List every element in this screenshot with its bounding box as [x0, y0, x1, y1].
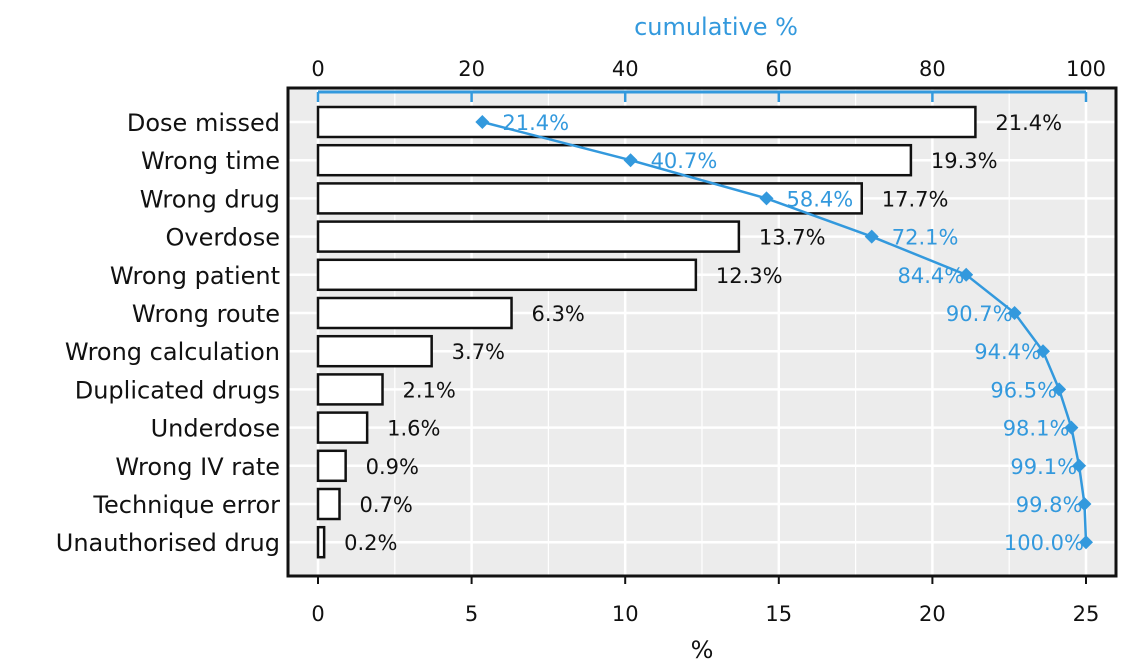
bar-value-label: 17.7%	[882, 187, 949, 211]
cumulative-point	[1064, 420, 1079, 435]
bar	[316, 334, 433, 368]
x-tick-label: 20	[919, 602, 946, 626]
panel-frame	[286, 86, 1118, 578]
bar	[316, 143, 913, 177]
top-axis-tick-label: 40	[612, 57, 639, 81]
bar	[316, 525, 326, 559]
bar-value-label: 21.4%	[995, 111, 1062, 135]
bar	[316, 258, 698, 292]
bar-value-label: 2.1%	[403, 378, 456, 402]
top-axis-tick-label: 0	[311, 57, 324, 81]
bar-value-label: 12.3%	[716, 264, 783, 288]
x-tick-label: 0	[311, 602, 324, 626]
cumulative-point	[1072, 458, 1087, 473]
cumulative-point	[623, 153, 638, 168]
category-label: Wrong calculation	[65, 338, 280, 366]
category-label: Wrong drug	[140, 185, 280, 213]
bar	[316, 182, 863, 215]
top-axis-tick-label: 60	[765, 57, 792, 81]
bar-value-label: 19.3%	[931, 149, 998, 173]
axes: 0 5 10 15 20 25 0 20 40 60 80 100	[286, 57, 1118, 626]
top-axis-tick-label: 100	[1066, 57, 1106, 81]
bar	[316, 105, 977, 139]
cumulative-line-path	[482, 120, 1088, 543]
cumulative-value-label: 98.1%	[1003, 417, 1070, 441]
bar	[316, 487, 341, 521]
top-axis-tick-label: 80	[919, 57, 946, 81]
category-label: Underdose	[151, 415, 280, 443]
bar-value-label: 3.7%	[452, 340, 505, 364]
cumulative-value-label: 58.4%	[787, 187, 854, 211]
cumulative-value-label: 90.7%	[946, 302, 1013, 326]
category-label: Wrong time	[141, 147, 280, 175]
cumulative-line	[475, 115, 1093, 550]
cumulative-value-label: 40.7%	[651, 149, 718, 173]
cumulative-point	[1079, 535, 1093, 550]
cumulative-point	[1035, 344, 1050, 359]
cumulative-value-label: 100.0%	[1004, 531, 1084, 555]
bar-value-label: 6.3%	[532, 302, 585, 326]
category-label: Wrong route	[132, 300, 280, 328]
labels: 21.4% Dose missed 19.3% Wrong time 17.7% Wron…	[56, 109, 1084, 557]
bar-value-label: 0.2%	[344, 531, 397, 555]
top-axis-tick-label: 20	[458, 57, 485, 81]
cumulative-point	[475, 115, 490, 129]
cumulative-point	[1077, 497, 1092, 511]
category-label: Technique error	[92, 491, 280, 519]
category-label: Unauthorised drug	[56, 529, 280, 557]
x-axis-title: %	[691, 636, 714, 664]
bar	[316, 449, 347, 483]
cumulative-value-label: 84.4%	[897, 264, 964, 288]
bar	[316, 296, 513, 330]
x-tick-label: 15	[765, 602, 792, 626]
cumulative-value-label: 21.4%	[502, 111, 569, 135]
bar-value-label: 1.6%	[387, 417, 440, 441]
cumulative-point	[1052, 382, 1067, 397]
category-label: Duplicated drugs	[75, 376, 280, 404]
cumulative-value-label: 96.5%	[990, 378, 1057, 402]
category-label: Wrong patient	[110, 262, 280, 290]
x-tick-label: 25	[1073, 602, 1100, 626]
bar	[316, 411, 369, 444]
bar-value-label: 13.7%	[759, 226, 826, 250]
cumulative-value-label: 72.1%	[892, 226, 959, 250]
bar-value-label: 0.9%	[366, 455, 419, 479]
bar	[316, 373, 384, 406]
cumulative-point	[959, 267, 974, 282]
cumulative-value-label: 99.1%	[1010, 455, 1077, 479]
cumulative-value-label: 99.8%	[1016, 493, 1083, 517]
category-label: Overdose	[166, 224, 281, 252]
top-axis-title: cumulative %	[634, 13, 798, 41]
category-label: Dose missed	[127, 109, 280, 137]
bar-value-label: 0.7%	[360, 493, 413, 517]
bars	[316, 105, 977, 559]
category-label: Wrong IV rate	[115, 453, 280, 481]
bar	[316, 220, 741, 253]
x-tick-label: 10	[612, 602, 639, 626]
cumulative-point	[1007, 306, 1022, 320]
cumulative-point	[759, 191, 774, 206]
x-tick-label: 5	[465, 602, 478, 626]
cumulative-point	[864, 229, 879, 244]
cumulative-value-label: 94.4%	[974, 340, 1041, 364]
